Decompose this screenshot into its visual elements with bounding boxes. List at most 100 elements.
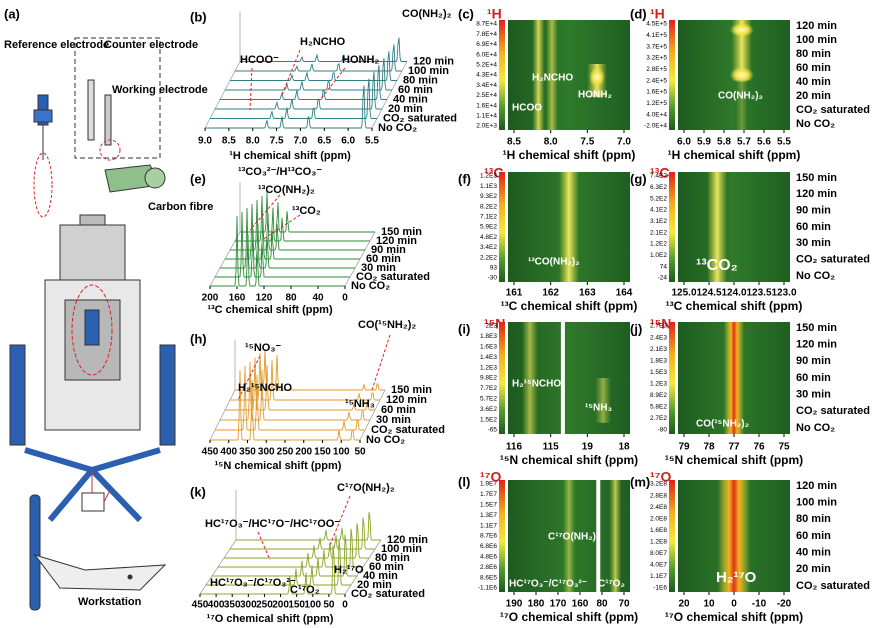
colorbar-tick-label: 4.0E7 (650, 562, 667, 569)
series-label: 20 min (388, 103, 423, 115)
spectrum-trace (206, 539, 351, 586)
panel-label: (c) (458, 6, 474, 21)
x-tick-label: 125.0 (671, 288, 696, 299)
annotation: ¹³CO₂ (696, 257, 738, 274)
x-axis-label: ¹⁷O chemical shift (ppm) (500, 610, 638, 624)
series-label: No CO₂ (796, 118, 835, 130)
series-label: No CO₂ (351, 280, 390, 292)
x-axis-label: ¹⁵N chemical shift (ppm) (500, 453, 638, 467)
x-tick-label: 250 (256, 600, 273, 611)
series-label: 30 min (376, 414, 411, 426)
panel-label: (l) (458, 474, 470, 489)
colorbar-tick-label: 5.2E2 (650, 195, 667, 202)
series-label: 90 min (371, 244, 406, 256)
colorbar-tick-label: 2.4E+5 (646, 77, 667, 84)
series-label: 60 min (796, 372, 831, 384)
colorbar-tick-label: -24 (658, 275, 668, 282)
colorbar-tick-label: -80 (658, 427, 668, 434)
x-tick-label: 100 (304, 600, 321, 611)
axis-break (560, 322, 565, 434)
annotation-arrow (319, 67, 346, 101)
colorbar-tick-label: 2E3 (485, 323, 497, 330)
colorbar (669, 480, 675, 592)
x-tick-label: 19 (582, 442, 594, 453)
annotation-arrow (249, 67, 253, 111)
series-label: 150 min (391, 384, 432, 396)
series-label: No CO₂ (366, 434, 405, 446)
series-label: 120 min (796, 480, 837, 492)
x-tick-label: 163 (579, 288, 596, 299)
series-label: 120 min (387, 534, 428, 546)
nucleus-label: ¹⁷O (480, 469, 501, 485)
annotation: HONH₂ (342, 54, 379, 66)
x-tick-label: 150 (314, 447, 331, 458)
colorbar-tick-label: 8.6E5 (480, 574, 497, 581)
annotation: CO(¹⁵NH₂)₂ (358, 319, 416, 331)
spectrum-trace (224, 523, 369, 559)
heatmap-stripe (545, 20, 558, 130)
annotation: ¹⁵NH₃ (345, 398, 375, 410)
series-label: 60 min (398, 84, 433, 96)
x-tick-label: 6.0 (677, 137, 691, 148)
x-tick-label: 8.5 (222, 136, 236, 147)
colorbar-tick-label: 3.6E2 (480, 406, 497, 413)
colorbar-tick-label: 2.1E2 (650, 229, 667, 236)
series-label: 100 min (408, 65, 449, 77)
annotation: HONH₂ (578, 90, 612, 101)
annotation-arrow (371, 334, 391, 391)
x-tick-label: 5.7 (737, 137, 751, 148)
colorbar-tick-label: 2.4E8 (650, 504, 667, 511)
panel-label: (i) (458, 321, 470, 336)
colorbar-tick-label: 1.0E2 (650, 252, 667, 259)
x-tick-label: 6.5 (317, 136, 331, 147)
colorbar-tick-label: 5.9E2 (480, 224, 497, 231)
colorbar-tick-label: 5.2E+4 (476, 62, 497, 69)
annotation: CO(¹⁵NH₂)₂ (696, 419, 749, 430)
annotation: HC¹⁷O₃⁻/C¹⁷O₃²⁻ (210, 577, 296, 589)
colorbar-tick-label: 1.2E3 (480, 173, 497, 180)
x-tick-label: 123.5 (746, 288, 771, 299)
x-tick-label: 7.5 (270, 136, 284, 147)
panel-label: (h) (190, 331, 207, 346)
colorbar-tick-label: 5.7E2 (480, 396, 497, 403)
colorbar-tick-label: 2.0E8 (650, 515, 667, 522)
panel-label: (a) (4, 6, 20, 21)
spectrum-trace (220, 207, 355, 269)
heatmap-stripe (563, 480, 575, 592)
x-tick-label: 200 (272, 600, 289, 611)
x-tick-label: 116 (506, 442, 523, 453)
colorbar-tick-label: 1.5E3 (650, 369, 667, 376)
heatmap-stripe (724, 322, 744, 434)
x-axis-label: ¹⁵N chemical shift (ppm) (665, 453, 803, 467)
spectrum-trace (230, 353, 380, 401)
spectrum-trace (220, 64, 387, 100)
series-label: 20 min (796, 563, 831, 575)
series-label: 30 min (796, 389, 831, 401)
colorbar-tick-label: 4.8E6 (480, 554, 497, 561)
x-tick-label: 250 (277, 447, 294, 458)
spectrum-trace (200, 545, 345, 595)
spectrum-trace (225, 357, 375, 411)
colorbar-tick-label: 1.1E7 (480, 522, 497, 529)
annotation: C¹⁷O₂ (598, 579, 625, 590)
x-axis-label: ¹H chemical shift (ppm) (229, 150, 351, 162)
nucleus-label: ¹³C (650, 165, 669, 181)
annotation-arrow (281, 49, 301, 96)
x-tick-label: 9.0 (198, 136, 212, 147)
x-tick-label: 5.5 (365, 136, 379, 147)
annotation-arrow (257, 531, 271, 561)
colorbar (499, 322, 505, 434)
x-tick-label: 150 (288, 600, 305, 611)
x-tick-label: 7.0 (293, 136, 307, 147)
series-label: No CO₂ (796, 270, 835, 282)
series-label: 40 min (796, 76, 831, 88)
series-label: 60 min (796, 221, 831, 233)
colorbar-tick-label: 4.1E+5 (646, 32, 667, 39)
x-tick-label: 400 (220, 447, 237, 458)
x-tick-label: 78 (703, 442, 715, 453)
series-label: 80 min (796, 48, 831, 60)
x-tick-label: -20 (777, 599, 792, 610)
spectrum-trace (240, 37, 407, 62)
heatmap-stripe (707, 172, 728, 282)
series-label: 120 min (796, 188, 837, 200)
